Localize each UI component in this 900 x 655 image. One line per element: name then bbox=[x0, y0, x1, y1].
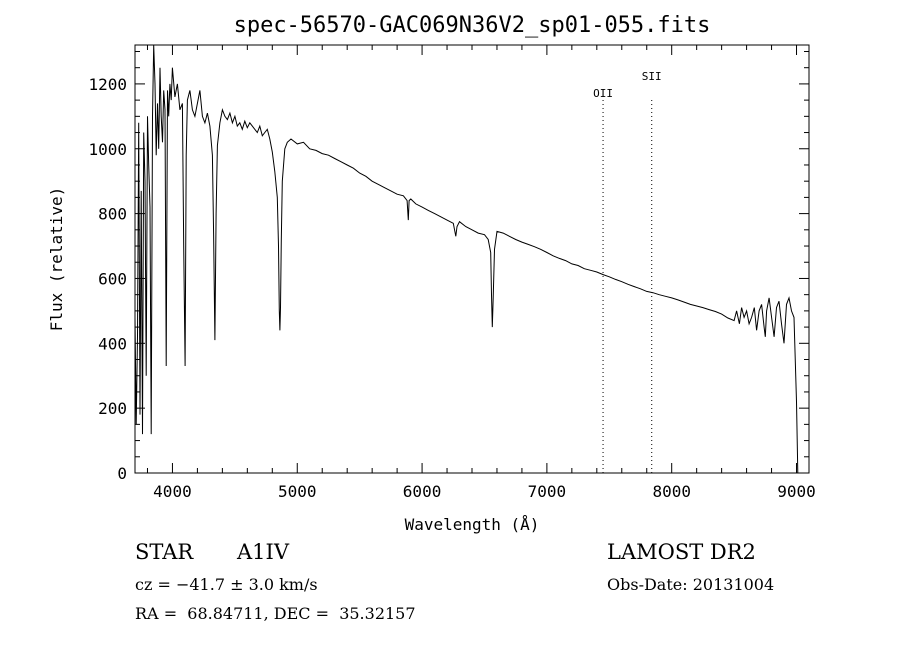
x-tick-label: 8000 bbox=[652, 482, 691, 501]
y-axis-label: Flux (relative) bbox=[47, 187, 66, 332]
emission-line-markers: OII SII bbox=[593, 70, 662, 473]
sky-coordinates: RA = 68.84711, DEC = 35.32157 bbox=[135, 604, 416, 623]
x-axis-label: Wavelength (Å) bbox=[405, 515, 540, 534]
observation-date: Obs-Date: 20131004 bbox=[607, 575, 775, 594]
y-tick-label: 0 bbox=[117, 464, 127, 483]
y-tick-label: 600 bbox=[98, 269, 127, 288]
spectral-subclass: A1IV bbox=[237, 540, 289, 564]
object-type: STAR bbox=[135, 540, 194, 564]
x-tick-label: 4000 bbox=[153, 482, 192, 501]
x-tick-label: 7000 bbox=[528, 482, 567, 501]
y-tick-label: 800 bbox=[98, 205, 127, 224]
emission-line-label: OII bbox=[593, 87, 613, 100]
y-tick-label: 1200 bbox=[88, 75, 127, 94]
spectrum-line bbox=[134, 44, 799, 474]
x-tick-label: 6000 bbox=[403, 482, 442, 501]
y-tick-label: 400 bbox=[98, 334, 127, 353]
redshift-velocity: cz = −41.7 ± 3.0 km/s bbox=[135, 575, 318, 594]
y-tick-label: 1000 bbox=[88, 140, 127, 159]
x-tick-label: 9000 bbox=[777, 482, 816, 501]
survey-name: LAMOST DR2 bbox=[607, 540, 756, 564]
axis-ticks: 4000 5000 6000 7000 8000 9000 0 200 400 600 800 100… bbox=[88, 45, 816, 501]
chart-title: spec-56570-GAC069N36V2_sp01-055.fits bbox=[234, 13, 711, 38]
x-tick-label: 5000 bbox=[278, 482, 317, 501]
emission-line-label: SII bbox=[642, 70, 662, 83]
plot-frame bbox=[134, 44, 810, 474]
y-tick-label: 200 bbox=[98, 399, 127, 418]
